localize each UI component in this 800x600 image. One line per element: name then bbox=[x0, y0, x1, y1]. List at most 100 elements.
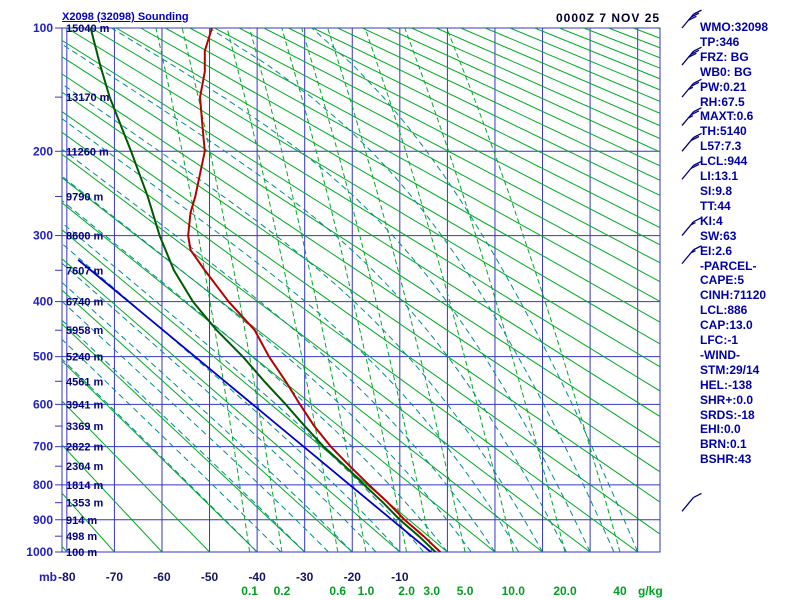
stat-line: LFC:-1 bbox=[700, 333, 738, 348]
wind-barb bbox=[681, 78, 702, 98]
mixing-ratio-label: 0.1 bbox=[241, 584, 258, 598]
temp-label: -60 bbox=[153, 570, 171, 584]
pressure-label: 500 bbox=[33, 350, 53, 364]
pressure-label: 300 bbox=[33, 229, 53, 243]
wind-barb bbox=[681, 46, 702, 66]
stat-line: SRDS:-18 bbox=[700, 407, 755, 422]
stat-line: MAXT:0.6 bbox=[700, 109, 754, 124]
stat-line: LI:13.1 bbox=[700, 169, 739, 184]
pressure-label: 700 bbox=[33, 440, 53, 454]
height-label: 13170 m bbox=[66, 92, 110, 104]
stat-line: CAP:13.0 bbox=[700, 318, 753, 333]
height-label: 3941 m bbox=[66, 399, 104, 411]
mixing-ratio-label: 20.0 bbox=[553, 584, 577, 598]
height-label: 15040 m bbox=[66, 23, 110, 35]
height-label: 7607 m bbox=[66, 265, 104, 277]
stat-line: TP:346 bbox=[700, 34, 740, 49]
indices-panel: WMO:32098 TP:346 FRZ: BG WB0: BG PW:0.21 RH:6… bbox=[700, 20, 800, 467]
moist-adiabats bbox=[62, 28, 639, 552]
stat-line: CAPE:5 bbox=[700, 273, 745, 288]
wind-barb bbox=[681, 245, 702, 265]
mixing-ratio-label: 40 bbox=[613, 584, 627, 598]
stat-line: -PARCEL- bbox=[700, 258, 757, 273]
mixing-ratio-label: 5.0 bbox=[457, 584, 474, 598]
mixing-ratio-label: 0.2 bbox=[274, 584, 291, 598]
pressure-label: 100 bbox=[33, 21, 53, 35]
height-label: 6740 m bbox=[66, 297, 104, 309]
temp-label: -70 bbox=[106, 570, 124, 584]
stat-line: PW:0.21 bbox=[700, 79, 747, 94]
stat-line: WB0: BG bbox=[700, 64, 752, 79]
stat-line: EI:2.6 bbox=[700, 243, 733, 258]
pressure-label: 200 bbox=[33, 144, 53, 158]
temperature-trace bbox=[187, 28, 442, 552]
stat-line: TH:5140 bbox=[700, 124, 747, 139]
pressure-label: 400 bbox=[33, 295, 53, 309]
stat-line: FRZ: BG bbox=[700, 49, 749, 64]
stat-line: LCL:886 bbox=[700, 303, 748, 318]
parcel-trace bbox=[77, 259, 432, 552]
wind-barb bbox=[681, 492, 702, 512]
dewpoint-trace bbox=[89, 28, 437, 552]
pressure-label: 800 bbox=[33, 478, 53, 492]
temp-label: -20 bbox=[344, 570, 362, 584]
page-title: X2098 (32098) Sounding bbox=[62, 11, 189, 23]
stat-line: CINH:71120 bbox=[700, 288, 767, 303]
mixing-unit-label: g/kg bbox=[638, 584, 663, 598]
mixing-ratio-label: 2.0 bbox=[398, 584, 415, 598]
stat-line: STM:29/14 bbox=[700, 362, 760, 377]
stat-line: BRN:0.1 bbox=[700, 437, 747, 452]
mixing-ratio-label: 3.0 bbox=[423, 584, 440, 598]
stat-line: BSHR:43 bbox=[700, 452, 752, 467]
wind-barb bbox=[681, 217, 702, 236]
wind-barbs bbox=[681, 9, 702, 512]
stat-line: RH:67.5 bbox=[700, 94, 745, 109]
stat-line: SI:9.8 bbox=[700, 183, 733, 198]
height-label: 5958 m bbox=[66, 325, 104, 337]
stat-line: HEL:-138 bbox=[700, 377, 753, 392]
height-label: 4561 m bbox=[66, 376, 104, 388]
stat-line: L57:7.3 bbox=[700, 139, 742, 154]
datetime-label: 0000Z 7 NOV 25 bbox=[556, 11, 661, 25]
height-label: 1353 m bbox=[66, 498, 104, 510]
pressure-label: 1000 bbox=[26, 545, 53, 559]
height-label: 498 m bbox=[66, 531, 97, 543]
wind-barb bbox=[681, 107, 702, 127]
stat-line: WMO:32098 bbox=[700, 20, 769, 34]
temp-label: -50 bbox=[201, 570, 219, 584]
temp-label: -10 bbox=[391, 570, 409, 584]
height-label: 100 m bbox=[66, 547, 97, 559]
mixing-ratio-label: 10.0 bbox=[502, 584, 526, 598]
temp-label: -40 bbox=[248, 570, 266, 584]
pressure-unit-label: mb bbox=[39, 570, 57, 584]
temp-label: -80 bbox=[58, 570, 76, 584]
stat-line: SW:63 bbox=[700, 228, 737, 243]
axis-labels: 100 200 300 400 500 600 700 800 900 1000 15040 m 13… bbox=[26, 21, 662, 598]
height-label: 11260 m bbox=[66, 146, 109, 158]
mixing-ratio-label: 0.6 bbox=[329, 584, 346, 598]
mixing-ratio-label: 1.0 bbox=[358, 584, 375, 598]
height-label: 9790 m bbox=[66, 191, 104, 203]
temp-label: -30 bbox=[296, 570, 314, 584]
grid-lines bbox=[61, 27, 661, 553]
stat-line: -WIND- bbox=[700, 347, 740, 362]
height-label: 1814 m bbox=[66, 480, 104, 492]
stat-line: SHR+:0.0 bbox=[700, 392, 754, 407]
stat-line: EHI:0.0 bbox=[700, 422, 741, 437]
wind-barb bbox=[681, 9, 702, 29]
wind-barb bbox=[681, 160, 702, 180]
stat-line: TT:44 bbox=[700, 198, 731, 213]
height-label: 2304 m bbox=[66, 461, 104, 473]
height-label: 2822 m bbox=[66, 442, 104, 454]
height-label: 3369 m bbox=[66, 421, 104, 433]
stat-line: KI:4 bbox=[700, 213, 723, 228]
wind-barb bbox=[681, 132, 702, 152]
pressure-label: 600 bbox=[33, 397, 53, 411]
height-label: 8600 m bbox=[66, 231, 104, 243]
stat-line: LCL:944 bbox=[700, 154, 748, 169]
height-label: 914 m bbox=[66, 515, 97, 527]
mixing-ratio-lines bbox=[155, 28, 621, 552]
height-label: 5240 m bbox=[66, 352, 104, 364]
